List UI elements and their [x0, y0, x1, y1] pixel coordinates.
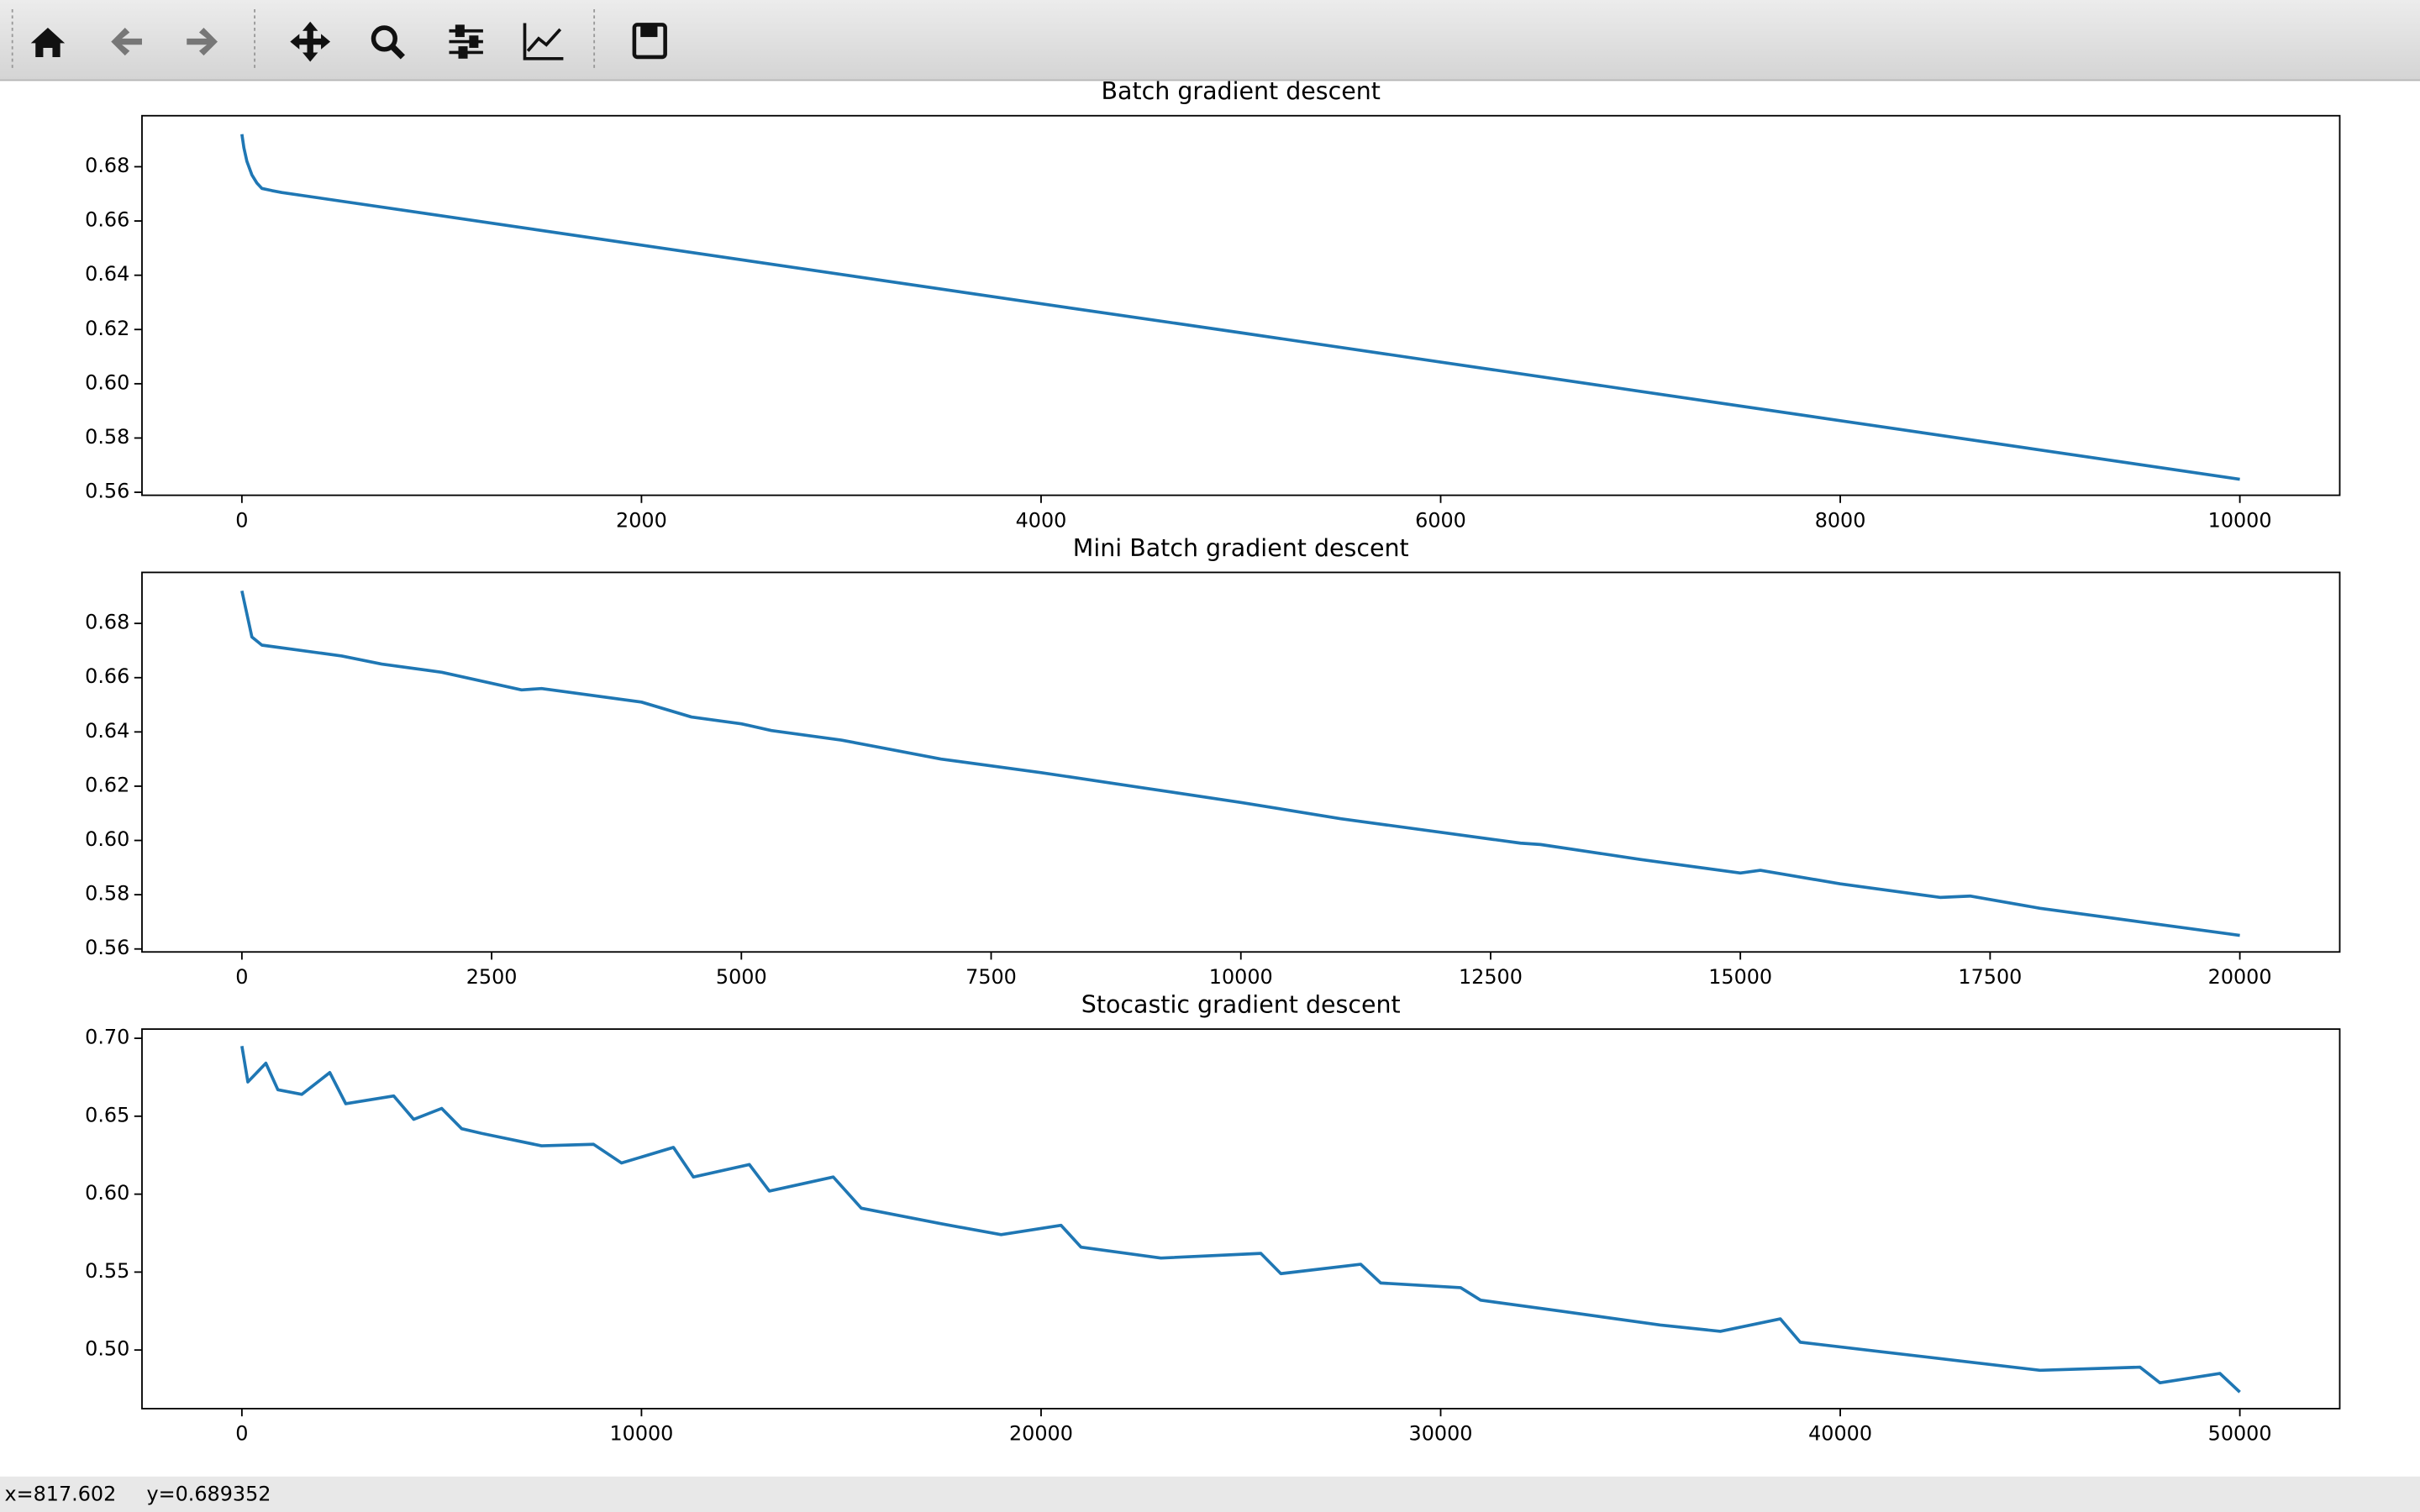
- toolbar-bg: [0, 0, 2420, 81]
- x-tick-label: 20000: [2208, 965, 2272, 989]
- x-tick-label: 0: [235, 965, 248, 989]
- plot-area: [240, 134, 2240, 481]
- y-tick-label: 0.64: [85, 719, 129, 743]
- y-tick-label: 0.58: [85, 425, 129, 449]
- y-tick-label: 0.60: [85, 1181, 129, 1205]
- status-y: y=0.689352: [146, 1482, 271, 1505]
- x-tick-label: 20000: [1009, 1422, 1073, 1446]
- home-button[interactable]: [30, 28, 66, 57]
- pan-button[interactable]: [290, 21, 331, 62]
- y-tick-label: 0.68: [85, 154, 129, 177]
- y-tick-label: 0.60: [85, 370, 129, 394]
- y-tick-label: 0.58: [85, 882, 129, 906]
- x-tick-label: 12500: [1459, 965, 1523, 989]
- data-line: [240, 134, 2240, 481]
- plot-area: [240, 591, 2240, 937]
- y-tick-label: 0.66: [85, 208, 129, 232]
- y-tick-label: 0.56: [85, 936, 129, 959]
- x-tick-label: 7500: [965, 965, 1017, 989]
- x-tick-label: 30000: [1409, 1422, 1473, 1446]
- x-tick-label: 0: [235, 1422, 248, 1446]
- y-tick-label: 0.50: [85, 1337, 129, 1361]
- configure-button[interactable]: [449, 24, 483, 59]
- x-tick-label: 6000: [1415, 508, 1466, 532]
- data-line: [240, 591, 2240, 937]
- subplot: Mini Batch gradient descent 0 2500 5000 7500…: [85, 534, 2341, 989]
- chart-title: Mini Batch gradient descent: [1073, 534, 1409, 562]
- x-tick-label: 4000: [1016, 508, 1067, 532]
- x-tick-label: 17500: [1958, 965, 2022, 989]
- status-bg: [0, 1476, 2420, 1512]
- axes-frame: [141, 1028, 2341, 1410]
- plot-area: [240, 1046, 2241, 1394]
- x-tick-label: 10000: [609, 1422, 673, 1446]
- y-tick-label: 0.70: [85, 1026, 129, 1049]
- edit-axes-button[interactable]: [523, 23, 564, 60]
- x-tick-label: 40000: [1808, 1422, 1872, 1446]
- axes-frame: [141, 114, 2341, 496]
- x-tick-label: 2500: [466, 965, 518, 989]
- subplot: Stocastic gradient descent 0 10000 20000 300…: [85, 991, 2341, 1446]
- y-tick-label: 0.64: [85, 262, 129, 286]
- data-line: [240, 1046, 2241, 1394]
- y-tick-label: 0.65: [85, 1103, 129, 1126]
- zoom-button[interactable]: [371, 25, 405, 60]
- x-tick-label: 5000: [716, 965, 767, 989]
- x-tick-label: 50000: [2208, 1422, 2272, 1446]
- x-tick-label: 2000: [616, 508, 667, 532]
- back-button[interactable]: [111, 28, 142, 56]
- x-tick-label: 10000: [1209, 965, 1273, 989]
- x-tick-label: 10000: [2208, 508, 2272, 532]
- y-tick-label: 0.62: [85, 773, 129, 796]
- toolbar: [0, 0, 2420, 81]
- status-bar: x=817.602 y=0.689352: [0, 1476, 2420, 1512]
- y-tick-label: 0.55: [85, 1259, 129, 1283]
- chart-title: Batch gradient descent: [1102, 77, 1381, 105]
- y-tick-label: 0.60: [85, 827, 129, 851]
- x-tick-label: 8000: [1815, 508, 1866, 532]
- y-tick-label: 0.62: [85, 317, 129, 340]
- y-tick-label: 0.68: [85, 611, 129, 634]
- status-x: x=817.602: [5, 1482, 117, 1505]
- subplot: Batch gradient descent 0 2000 4000 6000 8000 1…: [85, 77, 2341, 532]
- chart-title: Stocastic gradient descent: [1081, 991, 1401, 1019]
- forward-button[interactable]: [187, 28, 218, 56]
- axes-frame: [141, 571, 2341, 953]
- x-tick-label: 0: [235, 508, 248, 532]
- y-tick-label: 0.56: [85, 480, 129, 503]
- x-tick-label: 15000: [1708, 965, 1772, 989]
- y-tick-label: 0.66: [85, 664, 129, 688]
- save-button[interactable]: [632, 23, 667, 60]
